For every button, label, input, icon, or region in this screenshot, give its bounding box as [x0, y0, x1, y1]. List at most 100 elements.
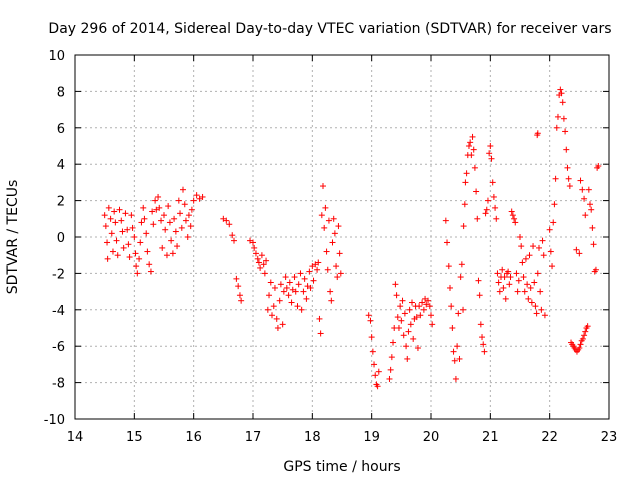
- data-point: [397, 303, 404, 310]
- data-point: [294, 303, 301, 310]
- data-point: [521, 288, 528, 295]
- data-point: [520, 274, 527, 281]
- data-point: [325, 217, 332, 224]
- data-point: [118, 217, 125, 224]
- data-point: [279, 321, 286, 328]
- data-point: [563, 146, 570, 153]
- data-point: [390, 339, 397, 346]
- data-point: [261, 270, 268, 277]
- data-point: [315, 259, 322, 266]
- data-point: [316, 315, 323, 322]
- data-point: [524, 281, 531, 288]
- data-point: [470, 146, 477, 153]
- data-point: [514, 288, 521, 295]
- data-point: [462, 179, 469, 186]
- data-point: [119, 228, 126, 235]
- data-point: [231, 237, 238, 244]
- data-point: [143, 230, 150, 237]
- data-point: [395, 325, 402, 331]
- data-point: [419, 299, 426, 306]
- data-point: [492, 204, 499, 211]
- data-point: [306, 268, 313, 275]
- data-point: [484, 197, 491, 204]
- data-point: [483, 206, 490, 213]
- x-tick-label: 14: [67, 430, 84, 445]
- data-point: [102, 223, 109, 230]
- data-point: [530, 243, 537, 250]
- data-point: [104, 239, 111, 246]
- data-point: [499, 266, 506, 273]
- data-point: [387, 366, 394, 373]
- data-point: [146, 261, 153, 268]
- data-point: [425, 297, 432, 304]
- data-point: [547, 248, 554, 255]
- data-point: [178, 224, 185, 231]
- data-point: [328, 297, 335, 304]
- data-point: [252, 250, 259, 257]
- y-tick-label: 8: [57, 85, 65, 100]
- data-point: [375, 368, 382, 375]
- data-point: [238, 297, 245, 304]
- x-tick-label: 18: [304, 430, 321, 445]
- data-point: [266, 292, 273, 299]
- data-point: [518, 243, 525, 250]
- data-point: [463, 170, 470, 177]
- data-point: [392, 281, 399, 288]
- data-point: [505, 268, 512, 275]
- data-point: [337, 270, 344, 277]
- data-point: [152, 197, 159, 204]
- data-point: [285, 292, 292, 299]
- data-point: [537, 288, 544, 295]
- data-point: [406, 306, 413, 313]
- data-point: [155, 193, 162, 200]
- data-point: [494, 270, 501, 277]
- data-point: [554, 113, 561, 120]
- data-point: [585, 186, 592, 193]
- data-point: [165, 203, 172, 210]
- data-point: [108, 230, 115, 237]
- data-point: [532, 303, 539, 310]
- data-point: [573, 246, 580, 253]
- data-point: [282, 274, 289, 281]
- data-point: [365, 312, 372, 319]
- data-point: [481, 348, 488, 355]
- data-point: [486, 150, 493, 157]
- data-point: [553, 124, 560, 131]
- data-point: [199, 193, 206, 200]
- data-point: [125, 241, 132, 248]
- data-point: [508, 208, 515, 215]
- data-point: [534, 130, 541, 137]
- data-point: [251, 244, 258, 251]
- data-point: [101, 212, 108, 219]
- data-point: [190, 197, 197, 204]
- data-point: [292, 288, 299, 295]
- data-point: [134, 270, 141, 277]
- data-point: [461, 201, 468, 208]
- data-point: [551, 201, 558, 208]
- data-point: [267, 279, 274, 286]
- data-point: [455, 310, 462, 317]
- y-tick-labels: -10 -8 -6 -4 -2 0 2 4 6 8 10: [44, 49, 65, 428]
- y-axis-label: SDTVAR / TECUs: [5, 180, 21, 295]
- data-point: [105, 204, 112, 211]
- data-point: [546, 226, 553, 233]
- data-point: [393, 292, 400, 299]
- data-point: [112, 219, 119, 226]
- data-point: [171, 215, 178, 222]
- data-point: [482, 210, 489, 217]
- data-point: [120, 244, 127, 251]
- data-point: [334, 274, 341, 281]
- data-point: [509, 212, 516, 219]
- data-point: [584, 323, 591, 330]
- data-point: [141, 215, 148, 222]
- y-tick-label: 6: [57, 122, 65, 137]
- data-point: [260, 261, 267, 268]
- data-point: [467, 139, 474, 146]
- data-point: [317, 330, 324, 337]
- data-point: [107, 215, 114, 222]
- y-tick-label: 0: [57, 231, 65, 246]
- data-point: [428, 312, 434, 319]
- x-tick-label: 20: [423, 430, 440, 445]
- y-tick-label: 4: [57, 158, 65, 173]
